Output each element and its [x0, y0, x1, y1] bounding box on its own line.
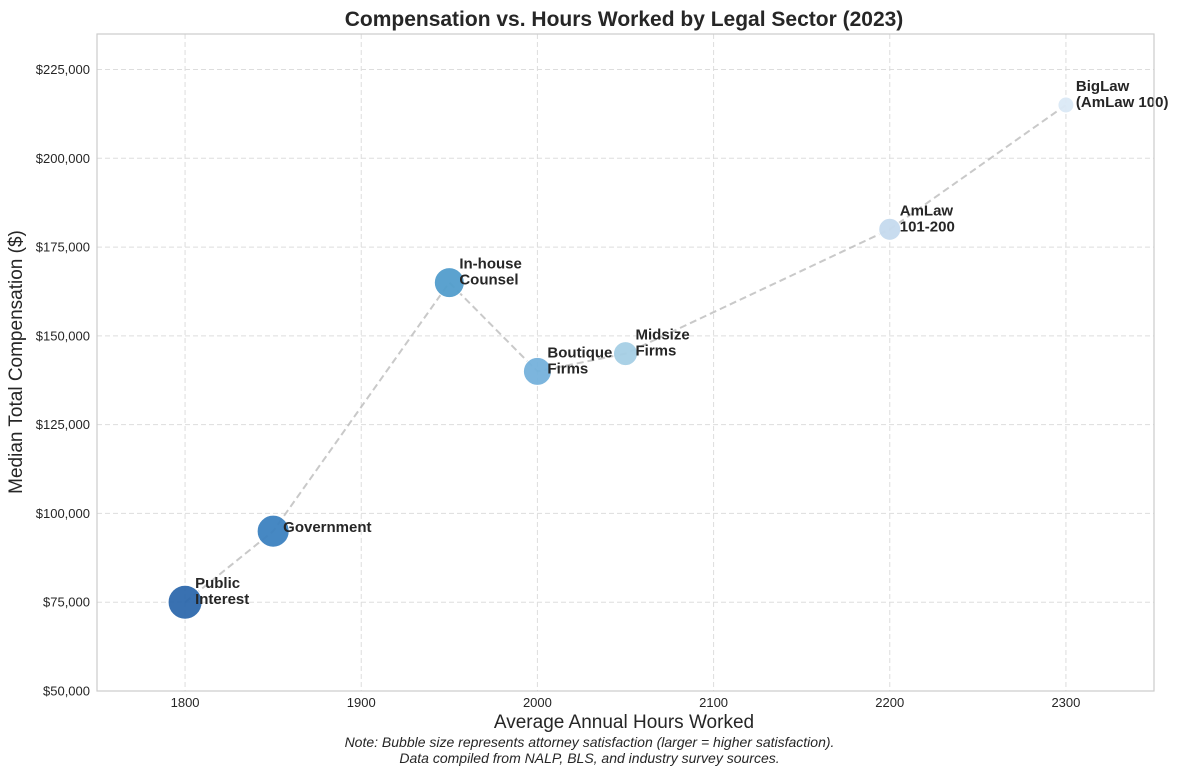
- point-label: Government: [283, 519, 371, 536]
- y-tick-label: $200,000: [36, 151, 90, 166]
- point-label-line: Counsel: [459, 272, 518, 289]
- point-label: BigLaw (AmLaw 100): [1076, 78, 1169, 111]
- point-label-line: In-house: [459, 256, 522, 273]
- point-labels: Public Interest Government In-house Counsel B…: [195, 78, 1168, 608]
- plot-frame: [96, 33, 1155, 692]
- y-tick-label: $225,000: [36, 62, 90, 77]
- y-tick-label: $50,000: [43, 684, 90, 699]
- y-tick-label: $125,000: [36, 417, 90, 432]
- point-label: Public Interest: [195, 575, 249, 608]
- chart-title: Compensation vs. Hours Worked by Legal S…: [345, 8, 904, 31]
- bubble-point: [522, 356, 552, 386]
- point-label: AmLaw 101-200: [900, 202, 955, 235]
- note-line-1: Note: Bubble size represents attorney sa…: [344, 734, 835, 750]
- points: [167, 96, 1075, 620]
- y-axis-label: Median Total Compensation ($): [6, 230, 27, 494]
- axis-ticks: 1800 1900 2000 2100 2200 2300 $50,000 $75,000 $1…: [36, 62, 1081, 710]
- bubble-point: [612, 341, 639, 367]
- point-label-line: (AmLaw 100): [1076, 94, 1169, 111]
- point-label-line: AmLaw: [900, 202, 954, 219]
- point-label: Midsize Firms: [636, 327, 690, 360]
- bubble-point: [433, 267, 465, 299]
- bubble-point: [1057, 96, 1075, 114]
- bubble-point: [256, 514, 290, 548]
- point-label: Boutique Firms: [547, 344, 612, 377]
- x-tick-label: 2000: [523, 695, 552, 710]
- point-label-line: Firms: [636, 343, 677, 360]
- y-tick-label: $75,000: [43, 595, 90, 610]
- x-tick-label: 2100: [699, 695, 728, 710]
- x-tick-label: 2300: [1051, 695, 1080, 710]
- note-line-2: Data compiled from NALP, BLS, and indust…: [399, 750, 780, 766]
- point-label-line: Boutique: [547, 344, 612, 361]
- point-label-line: Interest: [195, 591, 249, 608]
- bubble-point: [167, 584, 203, 620]
- bubble-point: [878, 217, 902, 241]
- y-tick-label: $100,000: [36, 506, 90, 521]
- x-tick-label: 2200: [875, 695, 904, 710]
- point-label-line: Public: [195, 575, 240, 592]
- y-tick-label: $175,000: [36, 240, 90, 255]
- point-label-line: Midsize: [636, 327, 690, 344]
- x-axis-label: Average Annual Hours Worked: [494, 712, 754, 733]
- point-label: In-house Counsel: [459, 256, 522, 289]
- x-tick-label: 1900: [347, 695, 376, 710]
- point-label-line: 101-200: [900, 218, 955, 235]
- x-tick-label: 1800: [171, 695, 200, 710]
- point-label-line: BigLaw: [1076, 78, 1130, 95]
- y-tick-label: $150,000: [36, 328, 90, 343]
- point-label-line: Government: [283, 519, 371, 536]
- point-label-line: Firms: [547, 360, 588, 377]
